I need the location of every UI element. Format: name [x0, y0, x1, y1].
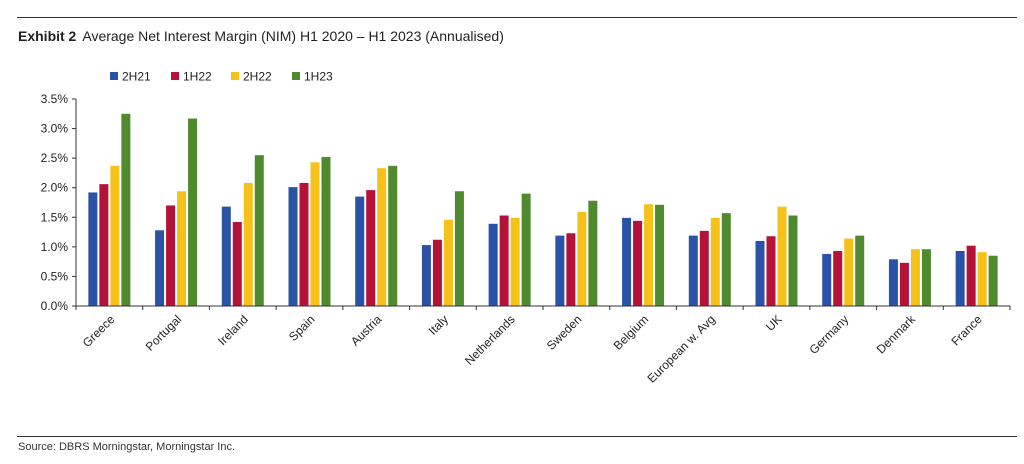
- x-tick-label: Portugal: [143, 312, 185, 354]
- bar-1H23-belgium: [655, 204, 665, 306]
- exhibit-header: Exhibit 2 Average Net Interest Margin (NI…: [18, 28, 504, 44]
- legend-label-1H23: 1H23: [304, 70, 333, 84]
- bar-2H22-netherlands: [510, 217, 520, 306]
- bar-1H22-germany: [833, 250, 843, 306]
- legend-label-1H22: 1H22: [183, 70, 212, 84]
- bar-1H23-netherlands: [521, 193, 531, 306]
- bar-1H22-france: [966, 245, 976, 306]
- y-tick-label: 0.0%: [41, 299, 69, 313]
- x-tick-label: Greece: [80, 312, 118, 350]
- bar-1H22-sweden: [566, 233, 576, 306]
- bar-1H22-greece: [99, 184, 109, 306]
- bar-1H23-uk: [788, 215, 798, 306]
- bar-2H22-denmark: [910, 249, 920, 306]
- bar-1H22-uk: [766, 236, 776, 306]
- bar-2H22-france: [977, 252, 987, 306]
- bar-2H22-spain: [310, 162, 320, 306]
- bar-2H21-austria: [355, 196, 365, 306]
- y-tick-label: 2.0%: [41, 181, 69, 195]
- bar-1H23-greece: [121, 113, 131, 307]
- bar-2H22-sweden: [577, 211, 587, 306]
- bar-1H22-italy: [432, 239, 442, 306]
- y-axis: 0.0% 0.5% 1.0% 1.5% 2.0% 2.5% 3.0% 3.5%: [41, 92, 77, 313]
- x-tick-label: Denmark: [874, 312, 919, 357]
- legend-swatch-1H22: [171, 72, 179, 80]
- bar-1H23-spain: [321, 156, 331, 306]
- x-tick-label: Netherlands: [462, 312, 518, 368]
- bar-2H22-uk: [777, 206, 787, 306]
- legend-swatch-2H22: [231, 72, 239, 80]
- x-tick-label: UK: [763, 312, 785, 334]
- bar-1H23-germany: [855, 235, 865, 306]
- x-tick-label: Italy: [426, 312, 451, 337]
- bar-1H22-ireland: [232, 222, 242, 306]
- bottom-rule: [17, 436, 1017, 437]
- bar-1H23-sweden: [588, 200, 598, 306]
- bar-2H21-european-w-avg: [688, 235, 698, 306]
- bar-1H23-france: [988, 255, 998, 306]
- bar-1H23-denmark: [921, 249, 931, 306]
- legend-label-2H22: 2H22: [243, 70, 272, 84]
- x-tick-label: Germany: [807, 312, 852, 357]
- y-tick-label: 2.5%: [41, 151, 69, 165]
- exhibit-label: Exhibit 2: [18, 28, 77, 44]
- x-tick-label: Spain: [286, 312, 318, 344]
- y-tick-label: 3.5%: [41, 92, 69, 106]
- bars: [88, 113, 998, 307]
- bar-2H22-greece: [110, 165, 120, 306]
- bar-2H21-germany: [822, 253, 832, 306]
- bar-2H21-belgium: [622, 217, 632, 306]
- bar-1H22-belgium: [633, 220, 643, 306]
- bar-2H22-germany: [844, 238, 854, 306]
- top-rule: [17, 17, 1017, 18]
- bar-2H21-ireland: [221, 206, 231, 306]
- x-tick-label: European w. Avg: [644, 312, 717, 385]
- bar-2H21-portugal: [155, 230, 165, 306]
- x-tick-label: France: [948, 312, 985, 349]
- source-note: Source: DBRS Morningstar, Morningstar In…: [18, 441, 236, 453]
- bar-2H21-sweden: [555, 235, 565, 306]
- bar-2H22-austria: [377, 168, 387, 306]
- bar-1H23-ireland: [254, 155, 264, 306]
- bar-1H22-portugal: [166, 205, 176, 306]
- bar-1H22-netherlands: [499, 215, 509, 306]
- x-tick-label: Austria: [348, 312, 385, 349]
- bar-2H21-denmark: [888, 259, 898, 306]
- bar-2H21-spain: [288, 187, 298, 306]
- bar-2H22-ireland: [243, 182, 253, 306]
- y-tick-label: 3.0%: [41, 122, 69, 136]
- bar-1H23-portugal: [188, 118, 198, 306]
- bar-2H21-netherlands: [488, 223, 498, 306]
- x-tick-label: Sweden: [544, 312, 585, 353]
- x-tick-label: Ireland: [215, 312, 251, 348]
- legend: 2H21 1H22 2H22 1H23: [110, 70, 333, 84]
- y-tick-label: 0.5%: [41, 269, 69, 283]
- bar-1H23-austria: [388, 165, 398, 306]
- x-axis: Greece Portugal Ireland Spain Austria Italy Ne…: [75, 305, 1011, 386]
- bar-2H22-italy: [443, 219, 453, 306]
- legend-swatch-2H21: [110, 72, 118, 80]
- bar-2H21-uk: [755, 240, 765, 306]
- bar-1H22-spain: [299, 182, 309, 306]
- y-tick-label: 1.0%: [41, 240, 69, 254]
- bar-2H21-italy: [421, 245, 431, 306]
- bar-1H22-european-w-avg: [699, 230, 709, 306]
- y-tick-label: 1.5%: [41, 210, 69, 224]
- x-tick-label: Belgium: [611, 312, 652, 353]
- bar-1H23-european-w-avg: [721, 213, 731, 306]
- bar-2H22-european-w-avg: [710, 217, 720, 306]
- bar-2H21-greece: [88, 192, 98, 306]
- bar-2H22-belgium: [644, 204, 654, 306]
- chart-title: Average Net Interest Margin (NIM) H1 202…: [82, 28, 504, 44]
- bar-1H22-austria: [366, 190, 376, 306]
- legend-label-2H21: 2H21: [122, 70, 151, 84]
- bar-2H21-france: [955, 250, 965, 306]
- legend-swatch-1H23: [292, 72, 300, 80]
- bar-1H22-denmark: [899, 262, 909, 306]
- bar-1H23-italy: [454, 191, 464, 306]
- bar-2H22-portugal: [177, 191, 187, 306]
